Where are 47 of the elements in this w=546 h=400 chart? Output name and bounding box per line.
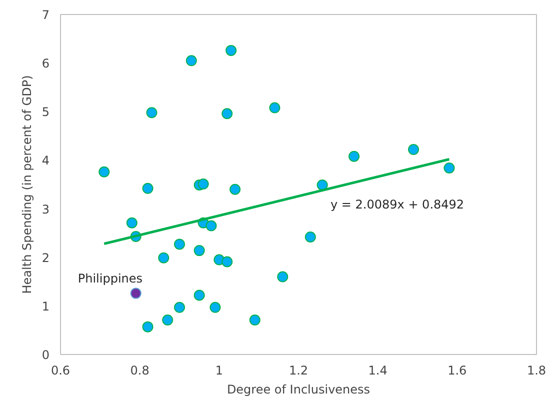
point [206, 220, 217, 232]
point [98, 166, 110, 178]
point [316, 179, 328, 190]
point [174, 238, 185, 250]
y-tick-label: 2 [42, 250, 50, 265]
point [304, 231, 316, 242]
x-tick-label: 0.6 [50, 364, 70, 378]
x-tick-label: 1.4 [368, 364, 388, 378]
point [277, 271, 288, 282]
annotation: y = 2.0089x + 0.8492 [330, 198, 464, 212]
point [210, 302, 221, 313]
y-axis-title: Health Spending (in percent of GDP) [20, 75, 34, 294]
x-tick-label: 1.6 [448, 364, 467, 378]
point [142, 182, 154, 194]
series-label: Philippines [78, 271, 143, 286]
point [226, 44, 237, 56]
point [444, 162, 455, 174]
y-tick-label: 3 [42, 202, 50, 216]
point [158, 252, 170, 264]
x-tick-label: 0.8 [130, 364, 150, 378]
point [269, 102, 280, 114]
point [194, 245, 205, 256]
x-tick-label: 1 [215, 364, 223, 378]
y-tick-label: 6 [42, 56, 50, 71]
point [198, 178, 209, 190]
y-tick-label: 5 [42, 105, 50, 120]
point [194, 290, 205, 301]
point [142, 321, 154, 332]
point [230, 184, 241, 195]
point [130, 288, 142, 299]
point [222, 108, 233, 120]
point [348, 150, 360, 162]
y-tick-label: 4 [42, 154, 50, 168]
y-tick-label: 0 [42, 348, 50, 362]
y-tick-label: 7 [42, 8, 50, 22]
x-tick-label: 1.2 [288, 364, 308, 378]
point [162, 314, 174, 326]
point [249, 314, 260, 326]
point [222, 256, 233, 268]
point [126, 217, 138, 228]
x-tick-label: 1.8 [526, 364, 546, 378]
x-axis-title: Degree of Inclusiveness [226, 382, 370, 396]
point [146, 107, 158, 118]
point [174, 302, 185, 313]
point [408, 144, 420, 156]
y-tick-label: 1 [42, 299, 50, 314]
point [186, 55, 197, 66]
